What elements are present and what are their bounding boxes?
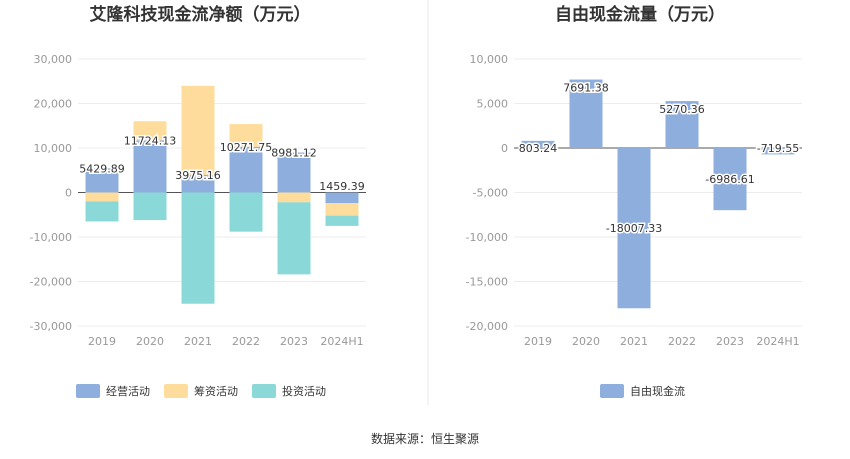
data-label: 5429.89 [79, 162, 125, 175]
bar-自由现金流 [617, 148, 651, 309]
bar-自由现金流 [713, 148, 747, 211]
legend-swatch [600, 384, 624, 398]
bar-筹资活动 [277, 192, 311, 203]
legend-swatch [164, 384, 188, 398]
legend-label: 投资活动 [282, 384, 326, 398]
bar-投资活动 [277, 202, 311, 275]
y-tick-label: 20,000 [34, 98, 73, 111]
data-label: 803.24 [519, 142, 558, 155]
x-tick-label: 2020 [136, 335, 164, 348]
x-tick-label: 2024H1 [756, 335, 799, 348]
x-tick-label: 2019 [524, 335, 552, 348]
bar-投资活动 [229, 192, 263, 232]
bar-经营活动 [229, 146, 263, 193]
data-label: -719.55 [757, 142, 799, 155]
bar-投资活动 [133, 192, 167, 221]
y-tick-label: -10,000 [466, 231, 508, 244]
bar-自由现金流 [569, 79, 603, 148]
y-tick-label: 10,000 [34, 142, 73, 155]
bar-筹资活动 [133, 121, 167, 141]
data-source-note: 数据来源：恒生聚源 [371, 431, 479, 446]
data-label: 7691.38 [563, 82, 609, 95]
legend-label: 自由现金流 [630, 384, 685, 398]
bar-自由现金流 [761, 148, 795, 155]
data-label: 10271.75 [220, 141, 273, 154]
bar-经营活动 [325, 192, 359, 204]
bar-筹资活动 [229, 124, 263, 147]
bar-投资活动 [325, 215, 359, 226]
bar-筹资活动 [85, 192, 119, 202]
data-label: 3975.16 [175, 169, 221, 182]
bar-投资活动 [85, 201, 119, 222]
x-tick-label: 2019 [88, 335, 116, 348]
y-tick-label: -30,000 [30, 320, 72, 333]
x-tick-label: 2021 [184, 335, 212, 348]
y-tick-label: -15,000 [466, 276, 508, 289]
bar-投资活动 [181, 192, 215, 304]
y-tick-label: 30,000 [34, 53, 73, 66]
x-tick-label: 2024H1 [320, 335, 363, 348]
bar-筹资活动 [325, 203, 359, 216]
x-tick-label: 2021 [620, 335, 648, 348]
bar-经营活动 [133, 140, 167, 193]
data-label: 5270.36 [659, 103, 705, 116]
free-cashflow-chart: 自由现金流量（万元） 10,000 5,000 0 -5,000 -10,000 -15,… [466, 4, 802, 398]
data-label: -6986.61 [705, 173, 754, 186]
cashflow-chart: 艾隆科技现金流净额（万元） 30,000 20,000 10,000 0 -10,000… [30, 4, 366, 398]
legend-swatch [76, 384, 100, 398]
y-tick-label: 5,000 [477, 98, 509, 111]
y-tick-label: 0 [65, 187, 72, 200]
data-label: 1459.39 [319, 180, 365, 193]
cashflow-chart-title: 艾隆科技现金流净额（万元） [90, 4, 311, 25]
y-tick-label: -10,000 [30, 231, 72, 244]
y-tick-label: -20,000 [30, 276, 72, 289]
legend-label: 经营活动 [106, 384, 150, 398]
x-tick-label: 2022 [232, 335, 260, 348]
y-tick-label: -20,000 [466, 320, 508, 333]
bar-经营活动 [181, 174, 215, 193]
legend-swatch [252, 384, 276, 398]
bar-经营活动 [85, 168, 119, 193]
free-cashflow-chart-title: 自由现金流量（万元） [555, 4, 725, 25]
legend-label: 筹资活动 [194, 384, 238, 398]
y-tick-label: -5,000 [473, 187, 508, 200]
x-tick-label: 2023 [716, 335, 744, 348]
y-tick-label: 10,000 [470, 53, 509, 66]
x-tick-label: 2020 [572, 335, 600, 348]
data-label: 8981.12 [271, 147, 317, 160]
bar-自由现金流 [665, 101, 699, 148]
data-label: -18007.33 [606, 222, 662, 235]
bar-自由现金流 [521, 140, 555, 148]
data-label: 11724.13 [124, 134, 177, 147]
x-tick-label: 2022 [668, 335, 696, 348]
bar-筹资活动 [181, 85, 215, 175]
x-tick-label: 2023 [280, 335, 308, 348]
y-tick-label: 0 [501, 142, 508, 155]
bar-经营活动 [277, 152, 311, 193]
